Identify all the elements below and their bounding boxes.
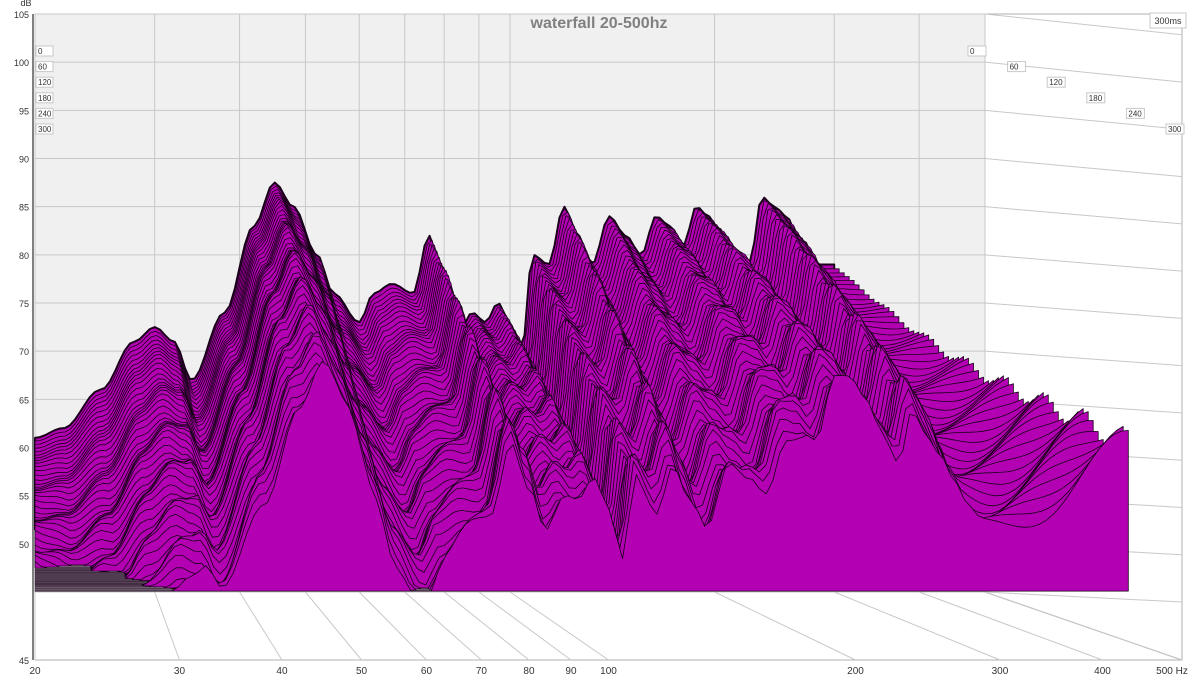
x-tick-label: 90 xyxy=(565,666,577,677)
time-unit-box: 300ms xyxy=(1149,12,1187,29)
x-tick-label: 80 xyxy=(523,666,535,677)
y-tick-label: 65 xyxy=(19,395,29,405)
time-tick-right-label: 180 xyxy=(1089,94,1103,103)
time-tick-left-box xyxy=(35,76,54,88)
y-tick-label: 50 xyxy=(19,540,29,550)
y-tick-label: 85 xyxy=(19,203,29,213)
y-tick-label: 70 xyxy=(19,347,29,357)
time-tick-right-label: 300 xyxy=(1168,125,1182,134)
grid-side xyxy=(984,109,1183,130)
time-tick-right: 300 xyxy=(1165,123,1185,135)
time-tick-left-label: 240 xyxy=(38,109,52,118)
y-tick-label: 55 xyxy=(19,492,29,502)
time-tick-right-box xyxy=(1086,92,1106,104)
time-tick-right-label: 60 xyxy=(1010,63,1019,72)
grid-floor xyxy=(443,591,530,661)
time-tick-left-box xyxy=(35,92,54,104)
x-tick-label: 100 xyxy=(600,666,617,677)
chart-title: waterfall 20-500hz xyxy=(530,15,668,32)
time-unit-frame xyxy=(1149,12,1187,29)
grid-side xyxy=(984,254,1183,272)
grid-floor xyxy=(478,591,572,661)
time-tick-left: 180 xyxy=(35,92,54,104)
grid-floor xyxy=(239,591,283,661)
time-tick-right: 180 xyxy=(1086,92,1106,104)
grid-floor xyxy=(509,591,609,661)
decay-slices xyxy=(34,181,1129,592)
time-axis-ticks: 0 0 60 60 120 120 180 180 240 240 300 300 xyxy=(35,45,1185,135)
x-tick-label: 400 xyxy=(1094,666,1111,677)
y-tick-label: 105 xyxy=(14,10,29,20)
time-tick-right-box xyxy=(1007,61,1027,73)
x-tick-label: 300 xyxy=(992,666,1009,677)
grid-floor xyxy=(918,591,1103,661)
grid-floor xyxy=(714,591,856,661)
time-tick-left-label: 60 xyxy=(38,63,47,72)
grid-floor xyxy=(834,591,1001,661)
time-tick-left: 300 xyxy=(35,123,54,135)
y-tick-label: 100 xyxy=(14,58,29,68)
time-tick-right-label: 120 xyxy=(1049,78,1063,87)
grid-side xyxy=(984,350,1183,367)
x-tick-label: 30 xyxy=(174,666,186,677)
x-axis-ticks: 20 30 40 50 60 70 80 90 100 200 300 400 500 Hz xyxy=(29,666,1187,677)
time-tick-left: 120 xyxy=(35,76,54,88)
time-tick-left-label: 0 xyxy=(38,47,43,56)
grid-floor xyxy=(984,591,1183,661)
time-tick-right-box xyxy=(1125,107,1145,119)
y-tick-label: 95 xyxy=(19,106,29,116)
x-tick-label: 70 xyxy=(476,666,488,677)
grid-side xyxy=(984,302,1183,319)
grid-side xyxy=(984,206,1183,225)
time-tick-right-box xyxy=(1046,76,1066,88)
grid-side xyxy=(984,591,1183,603)
y-axis-unit: dB xyxy=(20,0,31,8)
x-tick-label: 20 xyxy=(29,666,41,677)
time-tick-left-label: 120 xyxy=(38,78,52,87)
x-tick-label: 60 xyxy=(421,666,433,677)
time-tick-right: 240 xyxy=(1125,107,1145,119)
time-tick-left-label: 300 xyxy=(38,125,52,134)
grid-side xyxy=(984,13,1183,36)
y-axis-ticks: 105 100 95 90 85 80 75 70 65 60 55 50 45 xyxy=(14,10,29,666)
x-tick-label: 500 Hz xyxy=(1156,666,1188,677)
grid-floor xyxy=(404,591,482,661)
time-tick-left: 0 xyxy=(35,45,54,57)
time-tick-left-box xyxy=(35,61,54,73)
y-tick-label: 90 xyxy=(19,155,29,165)
time-tick-left: 240 xyxy=(35,107,54,119)
y-tick-label: 80 xyxy=(19,251,29,261)
y-tick-label: 60 xyxy=(19,444,29,454)
time-tick-right: 0 xyxy=(967,45,987,57)
time-tick-left-label: 180 xyxy=(38,94,52,103)
time-tick-right: 120 xyxy=(1046,76,1066,88)
grid-floor xyxy=(154,591,180,661)
grid-floor xyxy=(358,591,427,661)
time-tick-left-box xyxy=(35,107,54,119)
x-tick-label: 200 xyxy=(847,666,864,677)
time-tick-left-box xyxy=(35,123,54,135)
time-tick-left-box xyxy=(35,45,54,57)
decay-slice xyxy=(34,361,1129,592)
time-unit-label: 300ms xyxy=(1154,16,1182,26)
y-tick-label: 45 xyxy=(19,656,29,666)
time-tick-right-box xyxy=(1165,123,1185,135)
x-tick-label: 50 xyxy=(356,666,368,677)
time-tick-right-label: 0 xyxy=(970,47,975,56)
time-tick-left: 60 xyxy=(35,61,54,73)
time-tick-right-label: 240 xyxy=(1128,109,1142,118)
grid-side xyxy=(984,158,1183,178)
y-tick-label: 75 xyxy=(19,299,29,309)
x-tick-label: 40 xyxy=(276,666,288,677)
time-tick-right-box xyxy=(967,45,987,57)
grid-floor xyxy=(305,591,362,661)
time-tick-right: 60 xyxy=(1007,61,1027,73)
